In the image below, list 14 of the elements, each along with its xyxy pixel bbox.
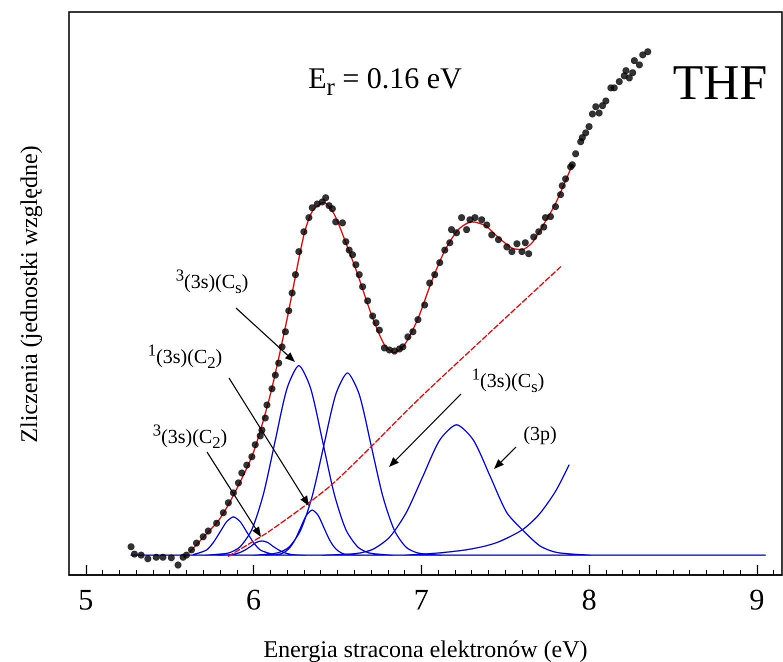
annotation: $^{3}$(3s)(C$_{2}$) [152,420,228,452]
annotation: $^{3}$(3s)(C$_{s}$) [176,265,248,297]
annotation: $^{1}$(3s)(C$_{2}$) [148,340,222,372]
x-tick-label: 6 [246,584,262,616]
annotation: (3p) [523,423,557,445]
annotation: $^{1}$(3s)(C$_{s}$) [472,364,544,396]
x-tick-label: 8 [582,584,597,616]
x-tick-label: 7 [414,584,429,616]
y-axis-title: Zliczenia (jednostki względne) [17,144,43,442]
annotation: E$_{r}$ = 0.16 eV [308,62,462,101]
annotation: THF [672,54,768,110]
x-tick-label: 5 [78,584,94,616]
x-tick-label: 9 [749,584,764,616]
x-axis-title: Energia stracona elektronów (eV) [263,637,588,662]
